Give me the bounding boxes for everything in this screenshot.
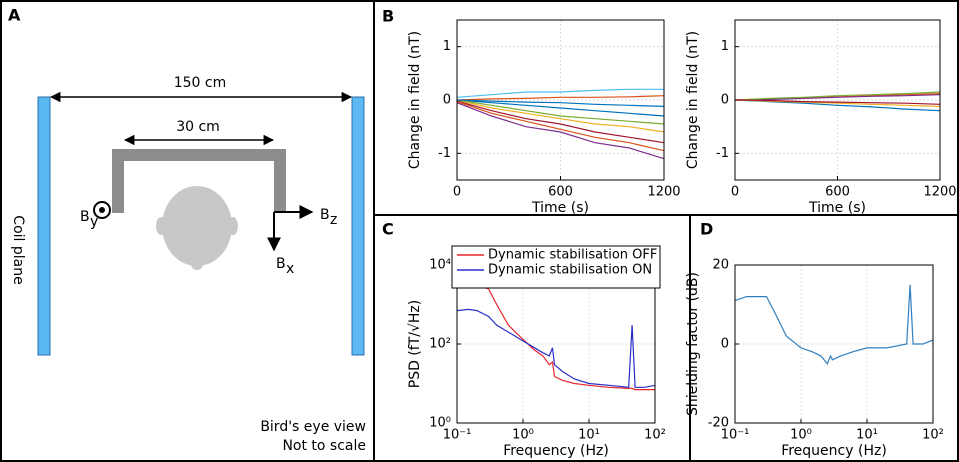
y-tick-label: 10⁰ bbox=[429, 416, 451, 431]
x-axis-label: Time (s) bbox=[808, 200, 866, 216]
field-label: B bbox=[276, 256, 286, 272]
x-tick-label: 10¹ bbox=[856, 428, 878, 443]
series-line bbox=[456, 95, 665, 101]
x-tick-label: 600 bbox=[825, 185, 850, 200]
plot-frame bbox=[734, 19, 941, 181]
field-subscript: y bbox=[90, 214, 98, 230]
x-tick-label: 1200 bbox=[923, 185, 956, 200]
coil bbox=[351, 96, 365, 356]
series-line bbox=[456, 99, 665, 125]
sensor-frame bbox=[112, 149, 286, 213]
x-tick-label: 600 bbox=[548, 185, 573, 200]
note: Bird's eye view bbox=[260, 419, 366, 435]
diagram: 150 cm 30 cm B y B z B x Coil plane Bird… bbox=[10, 75, 366, 454]
series-line bbox=[456, 100, 665, 144]
dimension-label: 150 cm bbox=[174, 75, 227, 91]
head bbox=[162, 186, 232, 266]
y-tick-label: -1 bbox=[716, 146, 729, 161]
x-tick-label: 10⁰ bbox=[790, 428, 812, 443]
x-tick-label: 10⁻¹ bbox=[721, 428, 750, 443]
note: Not to scale bbox=[282, 438, 366, 454]
field-subscript: z bbox=[330, 212, 337, 228]
field-label: B bbox=[80, 209, 90, 225]
y-axis-label: Change in field (nT) bbox=[407, 31, 423, 169]
out-of-plane-symbol bbox=[99, 207, 105, 213]
y-tick-label: 1 bbox=[443, 39, 451, 54]
panel-label: D bbox=[700, 220, 713, 239]
x-tick-label: 10² bbox=[922, 428, 944, 443]
panel-label: C bbox=[382, 220, 394, 239]
series-line bbox=[734, 91, 941, 101]
panel-label: B bbox=[382, 7, 394, 26]
y-tick-label: 0 bbox=[721, 337, 729, 352]
coil-label: Coil plane bbox=[10, 215, 26, 284]
plot-frame bbox=[456, 19, 665, 181]
x-axis-label: Time (s) bbox=[531, 200, 589, 216]
legend-label: Dynamic stabilisation ON bbox=[488, 263, 652, 278]
y-tick-label: 0 bbox=[721, 93, 729, 108]
plot-frame bbox=[734, 264, 934, 424]
y-axis-label: Change in field (nT) bbox=[685, 31, 701, 169]
dimension-label: 30 cm bbox=[176, 119, 220, 135]
x-tick-label: 10² bbox=[644, 428, 666, 443]
x-axis-label: Frequency (Hz) bbox=[503, 443, 609, 459]
y-tick-label: 0 bbox=[443, 93, 451, 108]
panel-frame bbox=[373, 0, 959, 462]
series-line bbox=[456, 101, 665, 152]
x-tick-label: 10⁰ bbox=[512, 428, 534, 443]
y-axis-label: Shielding factor (dB) bbox=[685, 272, 701, 416]
field-label: B bbox=[320, 207, 330, 223]
field-subscript: x bbox=[286, 261, 294, 277]
series-line bbox=[456, 102, 665, 160]
series-line bbox=[456, 285, 655, 391]
coil bbox=[37, 96, 51, 356]
x-tick-label: 0 bbox=[731, 185, 739, 200]
legend-label: Dynamic stabilisation OFF bbox=[488, 248, 657, 263]
y-tick-label: 20 bbox=[712, 258, 729, 273]
series-line bbox=[456, 308, 656, 388]
y-tick-label: -20 bbox=[708, 416, 729, 431]
series-line bbox=[456, 99, 665, 117]
series-line bbox=[734, 284, 934, 365]
series-line bbox=[734, 99, 941, 105]
series-line bbox=[456, 99, 665, 133]
x-tick-label: 10¹ bbox=[578, 428, 600, 443]
x-tick-label: 10⁻¹ bbox=[443, 428, 472, 443]
series-line bbox=[456, 99, 665, 107]
y-axis-label: PSD (fT/√Hz) bbox=[407, 300, 423, 388]
y-tick-label: -1 bbox=[438, 146, 451, 161]
y-tick-label: 1 bbox=[721, 39, 729, 54]
legend bbox=[451, 245, 661, 289]
series-line bbox=[734, 94, 941, 101]
panel-label: A bbox=[8, 6, 21, 25]
y-tick-label: 10⁴ bbox=[429, 258, 451, 273]
y-tick-label: 10² bbox=[429, 337, 451, 352]
x-axis-label: Frequency (Hz) bbox=[781, 443, 887, 459]
x-tick-label: 0 bbox=[453, 185, 461, 200]
series-line bbox=[456, 88, 664, 98]
x-tick-label: 1200 bbox=[647, 185, 680, 200]
